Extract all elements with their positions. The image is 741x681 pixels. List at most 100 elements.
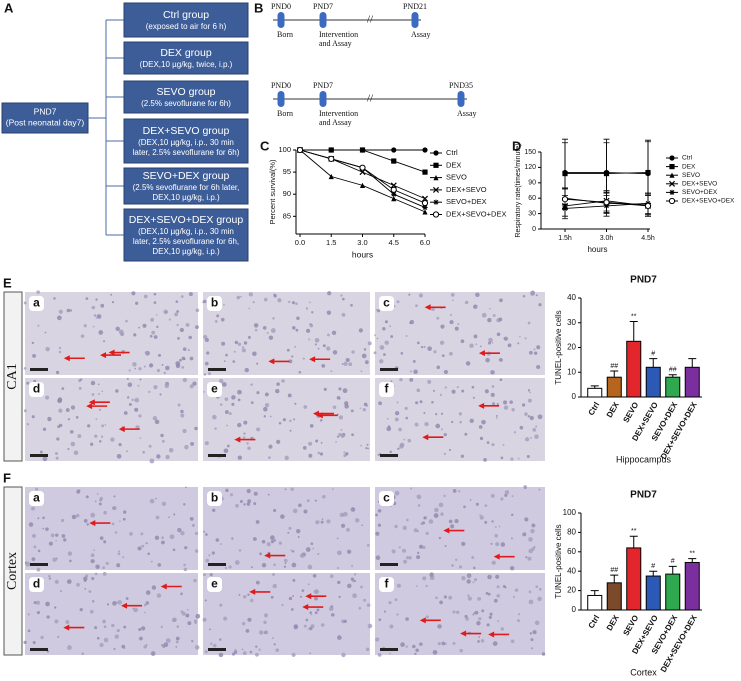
y-axis-label: Percent survival(%) — [268, 159, 277, 225]
cell — [40, 635, 44, 640]
cell — [153, 292, 157, 296]
cell — [532, 428, 537, 432]
cell — [373, 351, 377, 355]
marker — [603, 170, 610, 177]
cell — [135, 301, 139, 305]
cell — [469, 499, 472, 501]
cell — [261, 562, 267, 568]
cell — [376, 337, 379, 340]
cell — [490, 370, 495, 375]
cell — [143, 365, 146, 368]
cell — [377, 523, 382, 527]
cell — [214, 427, 217, 430]
cell — [185, 322, 190, 327]
timepoint-caption: Assay — [457, 109, 477, 118]
cell — [203, 334, 208, 340]
y-tick-label: 40 — [567, 293, 576, 302]
cell — [416, 555, 421, 560]
cell — [374, 334, 376, 337]
cell — [321, 518, 324, 520]
cell — [417, 530, 419, 533]
cell — [314, 611, 318, 615]
cell — [314, 589, 320, 595]
cell — [188, 335, 192, 340]
cell — [237, 398, 241, 402]
significance: # — [671, 558, 675, 565]
cell — [234, 560, 240, 565]
cell — [405, 556, 410, 560]
cell — [466, 579, 471, 584]
cell — [103, 540, 107, 544]
cell — [156, 368, 161, 373]
cell — [366, 544, 370, 547]
cell — [119, 520, 121, 523]
cell — [48, 577, 51, 580]
cell — [203, 390, 205, 393]
cell — [427, 346, 432, 351]
cell — [473, 566, 476, 570]
cell — [252, 351, 257, 357]
cell — [303, 405, 308, 409]
cell — [460, 454, 465, 458]
cell — [384, 340, 389, 345]
cell — [492, 402, 496, 406]
cell — [241, 648, 244, 651]
cell — [423, 516, 426, 520]
cell — [255, 580, 260, 585]
cell — [267, 493, 270, 496]
cell — [182, 347, 187, 351]
cell — [509, 400, 513, 404]
cell — [179, 327, 185, 333]
cell — [264, 630, 269, 635]
marker — [669, 172, 675, 178]
marker — [422, 147, 428, 153]
cell — [419, 642, 423, 646]
cell — [85, 297, 89, 300]
cell — [88, 590, 92, 593]
cell — [150, 317, 155, 322]
cell — [26, 381, 30, 385]
cell — [195, 325, 199, 329]
cell — [221, 341, 226, 346]
timepoint-caption: and Assay — [319, 118, 352, 127]
arrow-head — [118, 426, 125, 433]
cell — [187, 621, 192, 626]
marker — [422, 204, 428, 211]
cell — [527, 556, 532, 561]
cell — [458, 565, 463, 569]
cell — [402, 548, 407, 553]
cell — [491, 560, 496, 565]
cell — [344, 401, 349, 406]
cell — [112, 601, 117, 606]
group-detail: (DEX,10 µg/kg, i.p., 30 min — [138, 138, 234, 147]
cell — [219, 603, 223, 607]
cell — [266, 542, 271, 547]
cell — [519, 335, 521, 338]
cell — [431, 307, 435, 311]
cell — [177, 529, 180, 532]
cell — [118, 443, 122, 447]
cell — [360, 444, 363, 447]
cell — [75, 513, 80, 518]
cell — [495, 574, 500, 579]
micrograph: b — [202, 291, 372, 376]
x-tick-label: 1.5h — [558, 235, 572, 242]
cell — [484, 520, 488, 524]
y-axis-label: TUNEL-positive cells — [554, 524, 563, 598]
cell — [234, 340, 239, 345]
cell — [46, 615, 50, 619]
group-detail: later, 2.5% sevoflurane for 6h, — [133, 237, 239, 246]
cell — [264, 403, 270, 408]
cell — [90, 512, 96, 518]
cell — [538, 488, 541, 491]
cell — [246, 442, 249, 445]
cell — [394, 490, 400, 496]
marker — [644, 202, 652, 209]
cell — [160, 433, 164, 438]
cell — [60, 518, 65, 523]
cell — [443, 595, 447, 599]
cell — [194, 622, 197, 624]
cell — [156, 325, 159, 329]
micrograph: b — [203, 487, 370, 570]
cell — [263, 613, 269, 618]
